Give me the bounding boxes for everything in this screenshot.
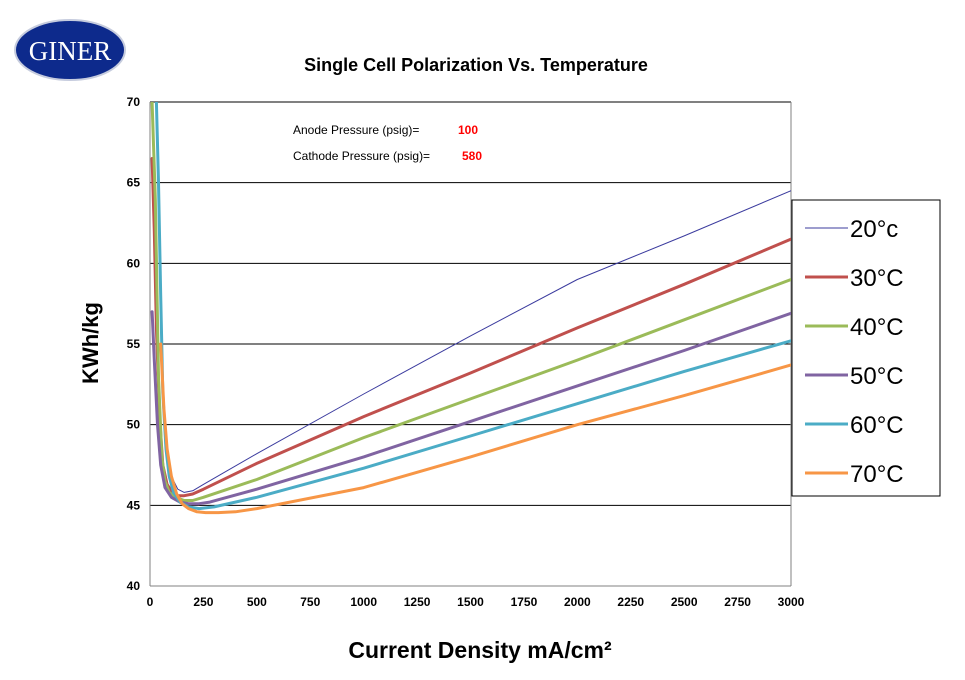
y-tick-label: 45: [127, 498, 141, 512]
x-tick-label: 2000: [564, 595, 591, 609]
y-axis-label: KWh/kg: [78, 302, 103, 384]
anode-pressure-value: 100: [458, 123, 478, 137]
axes: [149, 102, 792, 587]
legend-entry: 40°C: [850, 314, 904, 341]
series-line-3: [150, 310, 791, 506]
legend-entry: 20°c: [850, 216, 898, 243]
series-lines: [150, 102, 791, 515]
x-tick-label: 500: [247, 595, 267, 609]
y-tick-label: 50: [127, 418, 141, 432]
x-tick-label: 2500: [671, 595, 698, 609]
y-tick-label: 65: [127, 176, 141, 190]
y-tick-label: 60: [127, 256, 141, 270]
logo-text: GINER: [29, 36, 112, 66]
giner-logo: GINER: [14, 19, 126, 81]
x-tick-label: 1500: [457, 595, 484, 609]
x-tick-label: 3000: [778, 595, 805, 609]
x-tick-label: 1250: [404, 595, 431, 609]
y-tick-label: 40: [127, 579, 141, 593]
y-tick-label: 55: [127, 337, 141, 351]
legend-entry: 60°C: [850, 412, 904, 439]
x-tick-label: 250: [193, 595, 213, 609]
x-tick-label: 2250: [617, 595, 644, 609]
chart-title: Single Cell Polarization Vs. Temperature: [304, 55, 648, 75]
legend-box: [791, 199, 941, 497]
x-tick-label: 1000: [350, 595, 377, 609]
x-tick-label: 2750: [724, 595, 751, 609]
series-line-1: [150, 157, 791, 498]
series-line-5: [159, 342, 791, 515]
x-tick-label: 0: [147, 595, 154, 609]
cathode-pressure-label: Cathode Pressure (psig)=: [293, 149, 430, 163]
anode-pressure-label: Anode Pressure (psig)=: [293, 123, 419, 137]
legend: 20°c 30°C 40°C 50°C 60°C 70°C: [791, 199, 941, 497]
grid-lines: [150, 101, 791, 506]
legend-entry: 30°C: [850, 265, 904, 292]
tick-labels: 40 45 50 55 60 65 70 0 250 500 750 1000 1250 1500 1750…: [127, 95, 805, 609]
pressure-annotations: Anode Pressure (psig)= 100 Cathode Press…: [293, 123, 482, 163]
logo-badge: [14, 19, 126, 81]
legend-entry: 70°C: [850, 461, 904, 488]
x-axis-label: Current Density mA/cm²: [348, 637, 612, 663]
y-tick-label: 70: [127, 95, 141, 109]
legend-entry: 50°C: [850, 363, 904, 390]
cathode-pressure-value: 580: [462, 149, 482, 163]
series-line-2: [150, 102, 791, 502]
x-tick-label: 750: [300, 595, 320, 609]
x-tick-label: 1750: [511, 595, 538, 609]
